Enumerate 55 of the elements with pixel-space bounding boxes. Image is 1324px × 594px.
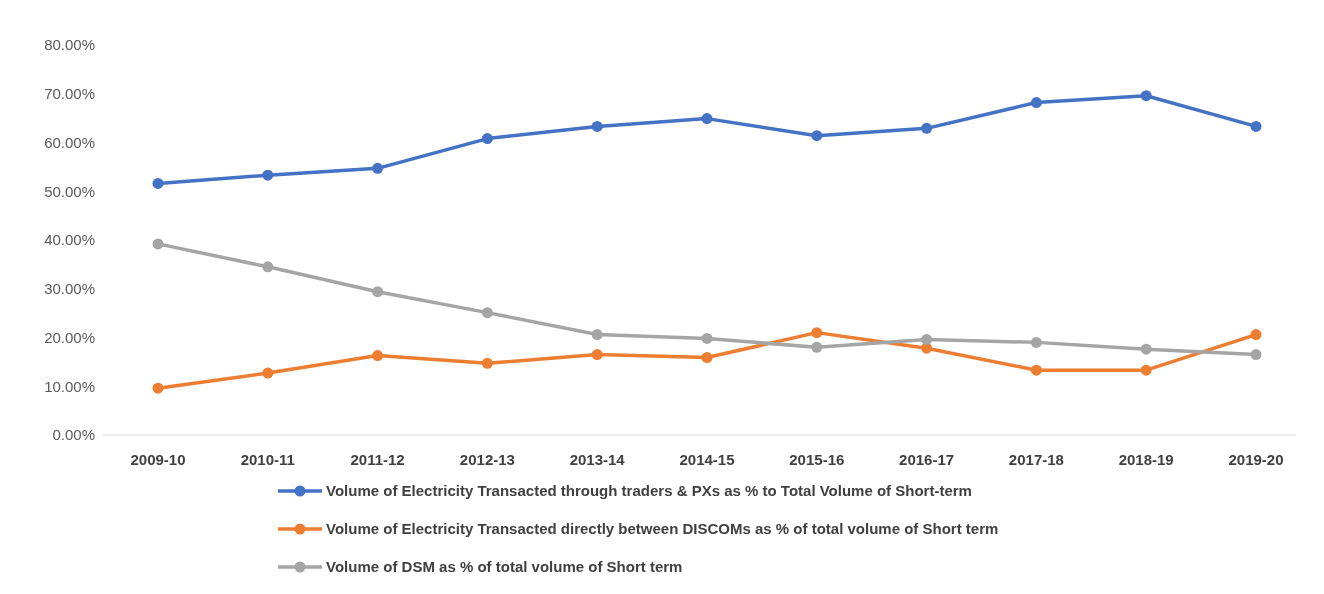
point (481, 357, 493, 369)
point (262, 367, 274, 379)
x-tick-label: 2017-18 (1008, 451, 1064, 468)
legend-label: Volume of DSM as % of total volume of Short term (326, 558, 683, 576)
point (701, 332, 713, 344)
x-tick-label: 2014-15 (679, 451, 735, 468)
y-tick-label: 30.00% (44, 280, 95, 297)
point (701, 351, 713, 363)
point (701, 113, 713, 125)
point (1030, 97, 1042, 109)
point (811, 341, 823, 353)
point (152, 238, 164, 250)
y-tick-label: 40.00% (44, 231, 95, 249)
point (811, 130, 823, 142)
point (591, 349, 603, 361)
legend-label: Volume of Electricity Transacted directly between DISCOMs as % of total volume of Short term (326, 520, 999, 538)
point (372, 286, 384, 298)
y-tick-label: 80.00% (44, 36, 95, 54)
x-tick-label: 2012-13 (459, 451, 515, 468)
point (152, 382, 164, 394)
x-tick-label: 2013-14 (569, 451, 626, 468)
point (921, 122, 933, 134)
point (591, 120, 603, 132)
x-tick-label: 2010-11 (240, 451, 295, 468)
point (481, 307, 493, 319)
point (262, 169, 274, 181)
x-tick-label: 2011-12 (350, 451, 405, 468)
point (1030, 336, 1042, 348)
x-tick-label: 2016-17 (899, 451, 955, 468)
y-tick-label: 0.00% (52, 426, 95, 444)
point (1250, 349, 1262, 361)
point (1140, 343, 1152, 355)
legend-label: Volume of Electricity Transacted through traders & PXs as % to Total Volume of Short-term (326, 482, 972, 500)
point (372, 162, 384, 174)
point (1250, 120, 1262, 132)
point (1030, 364, 1042, 376)
x-tick-label: 2018-19 (1118, 451, 1174, 468)
point (811, 327, 823, 339)
x-tick-label: 2019-20 (1228, 451, 1284, 468)
y-tick-label: 50.00% (44, 182, 95, 200)
point (372, 350, 384, 362)
x-tick-label: 2009-10 (130, 451, 186, 468)
point (591, 329, 603, 341)
y-tick-label: 10.00% (44, 377, 95, 395)
y-tick-label: 60.00% (44, 133, 95, 151)
point (921, 333, 933, 345)
point (1140, 364, 1152, 376)
point (262, 261, 274, 273)
point (481, 133, 493, 145)
x-tick-label: 2015-16 (789, 451, 845, 468)
y-tick-label: 20.00% (44, 328, 95, 346)
point (1250, 329, 1262, 341)
point (152, 177, 164, 189)
y-tick-label: 70.00% (44, 85, 95, 102)
point (1140, 90, 1152, 102)
